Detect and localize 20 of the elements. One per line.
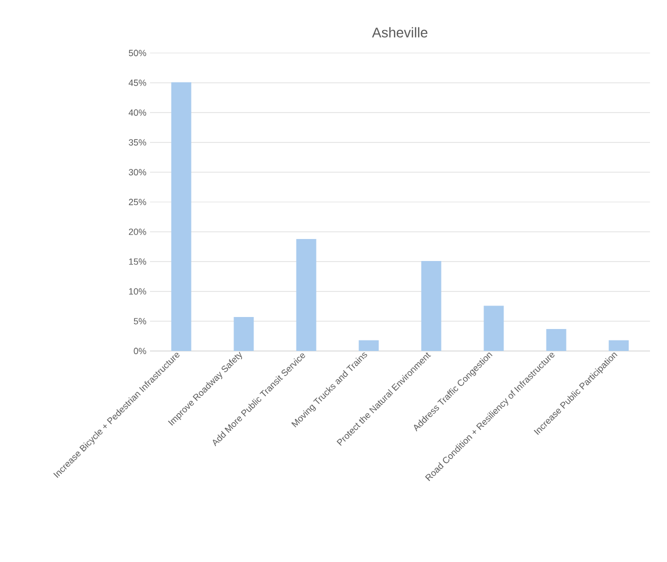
bar: [484, 306, 504, 351]
bar: [296, 238, 316, 351]
bar: [358, 340, 379, 351]
y-tick-label: 35%: [128, 139, 146, 146]
bar: [421, 260, 442, 351]
y-tick-label: 50%: [128, 50, 146, 56]
y-tick-label: 45%: [128, 80, 146, 86]
bar: [546, 328, 566, 351]
bar: [171, 82, 192, 351]
y-tick-label: 15%: [129, 258, 146, 265]
y-tick-label: 25%: [128, 198, 146, 206]
y-tick-label: 40%: [128, 109, 146, 116]
y-tick-label: 5%: [134, 318, 146, 324]
bar: [234, 317, 254, 351]
chart-title: Asheville: [372, 27, 428, 38]
y-tick-label: 10%: [129, 288, 146, 295]
bar: [608, 340, 629, 351]
y-tick-label: 20%: [128, 228, 146, 235]
y-tick-label: 0%: [134, 348, 146, 354]
y-tick-label: 30%: [128, 169, 146, 176]
